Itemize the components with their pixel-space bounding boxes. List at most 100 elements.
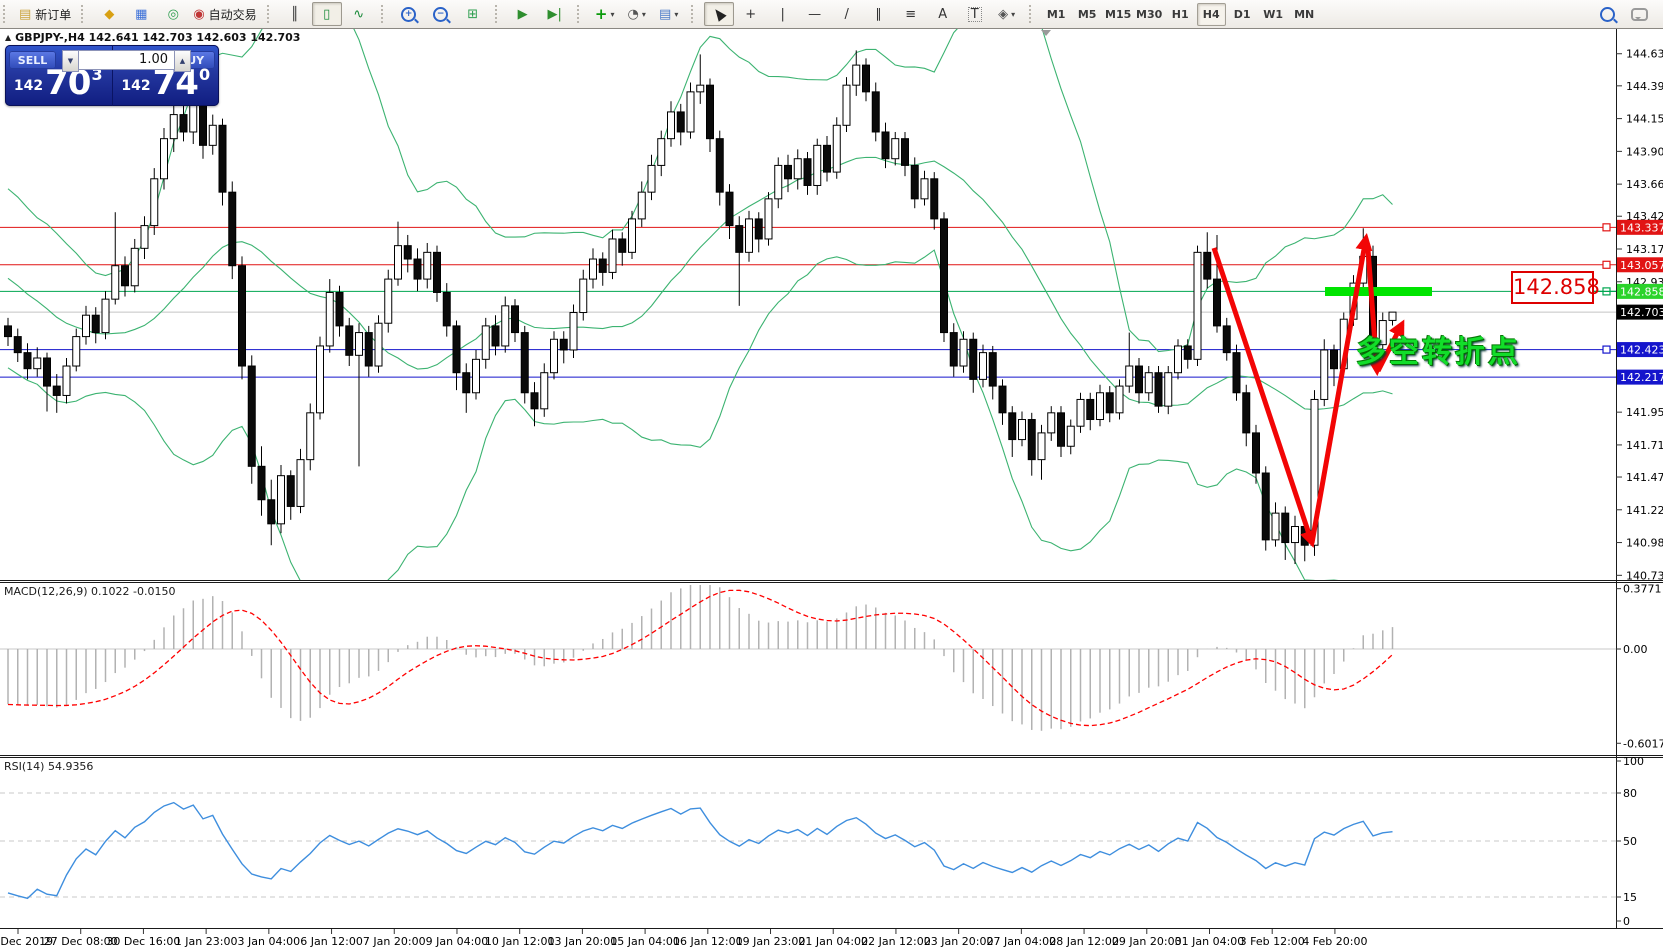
- volume-increase-button[interactable]: ▲: [174, 50, 191, 72]
- candle-bear: [754, 218, 763, 240]
- time-tick-label: 6 Jan 12:00: [300, 935, 363, 948]
- zoom-in-button[interactable]: +: [394, 2, 424, 26]
- metaeditor-button[interactable]: ◆: [94, 2, 124, 26]
- price-level-badge: [1617, 283, 1663, 299]
- time-tick-label: 27 Dec 08:00: [44, 935, 118, 948]
- timeframe-h1-button[interactable]: H1: [1171, 7, 1189, 21]
- shapes-button[interactable]: ◈ ▾: [992, 2, 1022, 26]
- candle-bear: [803, 158, 812, 186]
- new-order-icon: ▤: [19, 6, 32, 22]
- candle-bear: [286, 475, 295, 507]
- price-callout-box[interactable]: 142.858: [1511, 271, 1600, 304]
- candle-bull: [657, 138, 666, 166]
- annotation-text[interactable]: 多空转折点: [1356, 335, 1521, 370]
- time-tick-label: 15 Jan 04:00: [610, 935, 680, 948]
- toolbar-group-handle[interactable]: [690, 5, 697, 23]
- toolbar-group-handle[interactable]: [494, 5, 501, 23]
- rsi-scale-label: 80: [1623, 787, 1637, 800]
- chat-button[interactable]: [1624, 2, 1654, 26]
- candle-bear: [23, 352, 32, 370]
- candle-bull: [1174, 345, 1182, 374]
- volume-input[interactable]: 1.00: [78, 50, 174, 70]
- chart-shift-button[interactable]: ▶|: [540, 2, 570, 26]
- candle-chart-icon: ▯: [323, 6, 331, 22]
- vertical-line-button[interactable]: |: [768, 2, 798, 26]
- horizontal-line-button[interactable]: —: [800, 2, 830, 26]
- toolbar-group-handle[interactable]: [266, 5, 273, 23]
- crosshair-button[interactable]: +: [736, 2, 766, 26]
- bar-chart-button[interactable]: ║: [280, 2, 310, 26]
- fibonacci-button[interactable]: ≡: [896, 2, 926, 26]
- candle-bear: [1008, 412, 1017, 441]
- timeframe-d1-button[interactable]: D1: [1233, 7, 1251, 21]
- candle-bear: [725, 191, 734, 227]
- cursor-button[interactable]: [703, 2, 734, 26]
- signals-button[interactable]: ◎: [158, 2, 188, 26]
- text-label-button[interactable]: T: [960, 2, 990, 26]
- new-order-button[interactable]: ▤ 新订单: [16, 2, 74, 26]
- line-chart-button[interactable]: ∿: [344, 2, 374, 26]
- candle-bear: [462, 372, 471, 394]
- text-button[interactable]: A: [928, 2, 958, 26]
- toolbar-group-handle[interactable]: [1028, 5, 1035, 23]
- indicators-button[interactable]: + ▾: [590, 2, 620, 26]
- collapse-triangle-icon[interactable]: ▲: [5, 33, 12, 42]
- periods-button[interactable]: ◔ ▾: [622, 2, 652, 26]
- tile-windows-button[interactable]: ⊞: [458, 2, 488, 26]
- buy-price-figure: 142: [121, 78, 151, 94]
- macd-panel: [0, 585, 1616, 731]
- market-watch-button[interactable]: ▦: [126, 2, 156, 26]
- candle-bull: [1164, 372, 1173, 407]
- auto-scroll-button[interactable]: ▶: [508, 2, 538, 26]
- auto-trading-button[interactable]: ◉ 自动交易: [190, 2, 259, 26]
- candle-bear: [871, 91, 880, 133]
- zoom-out-button[interactable]: −: [426, 2, 456, 26]
- timeframe-m1-button[interactable]: M1: [1046, 7, 1066, 21]
- candle-bear: [4, 325, 12, 338]
- candle-bear: [598, 258, 607, 273]
- candlestick-chart-button[interactable]: ▯: [311, 2, 342, 26]
- time-tick-label: 26 Dec 2019: [0, 935, 53, 948]
- timeframe-mn-button[interactable]: MN: [1294, 7, 1315, 21]
- chevron-down-icon: ▾: [1011, 9, 1016, 19]
- candle-bear: [43, 357, 51, 387]
- rsi-line: [7, 801, 1393, 900]
- candle-bull: [130, 247, 139, 287]
- trendline-button[interactable]: /: [832, 2, 862, 26]
- symbol-ohlc-text: GBPJPY-,H4 142.641 142.703 142.603 142.7…: [15, 31, 301, 44]
- toolbar-group-handle[interactable]: [81, 5, 87, 23]
- candle-bear: [881, 131, 890, 160]
- candle-bull: [1125, 365, 1134, 387]
- candle-bear: [199, 104, 207, 146]
- timeframe-m5-button[interactable]: M5: [1077, 7, 1097, 21]
- toolbar-group-handle[interactable]: [3, 5, 9, 23]
- candle-bull: [608, 238, 617, 273]
- timeframe-h4-button[interactable]: H4: [1196, 2, 1226, 26]
- candle-bull: [628, 218, 636, 253]
- toolbar-group-handle[interactable]: [576, 5, 583, 23]
- timeframe-m30-button[interactable]: M30: [1136, 7, 1163, 21]
- equidistant-channel-button[interactable]: ∥: [864, 2, 894, 26]
- candle-bull: [82, 314, 90, 338]
- candle-bull: [891, 138, 900, 160]
- toolbar-group-handle[interactable]: [380, 5, 387, 23]
- candle-bull: [150, 178, 159, 227]
- text-a-icon: A: [938, 6, 948, 22]
- sell-button[interactable]: SELL: [9, 51, 56, 69]
- candle-bull: [813, 144, 822, 186]
- price-tick-label: 141.225: [1626, 504, 1663, 517]
- volume-decrease-button[interactable]: ▼: [62, 50, 79, 72]
- hline-icon: —: [808, 6, 822, 22]
- templates-button[interactable]: ▤ ▾: [654, 2, 684, 26]
- search-button[interactable]: [1592, 2, 1622, 26]
- toolbar: ▤ 新订单 ◆ ▦ ◎ ◉ 自动交易 ║ ▯ ∿ + − ⊞ ▶ ▶| + ▾ ◔ ▾ ▤ ▾ + | — / ∥ ≡ A T ◈ ▾ M1 M…: [0, 0, 1663, 29]
- candle-bull: [1193, 251, 1202, 360]
- timeframe-w1-button[interactable]: W1: [1263, 7, 1284, 21]
- candle-bear: [452, 325, 461, 374]
- time-tick-label: 16 Jan 12:00: [673, 935, 743, 948]
- time-tick-label: 23 Jan 20:00: [924, 935, 994, 948]
- chart-shift-icon: ▶|: [547, 6, 562, 22]
- timeframe-m15-button[interactable]: M15: [1105, 7, 1132, 21]
